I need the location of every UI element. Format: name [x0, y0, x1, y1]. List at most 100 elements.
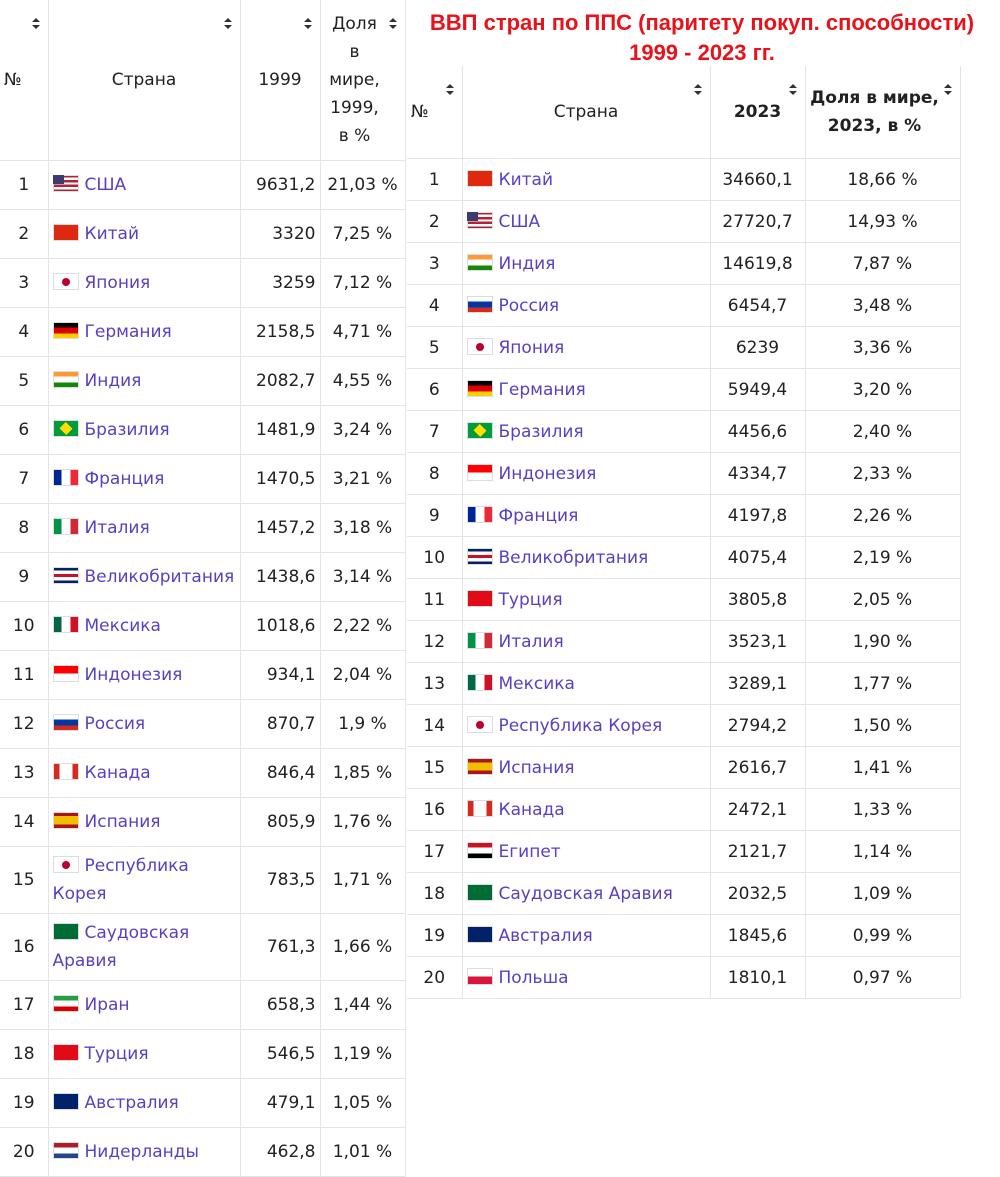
- country-link[interactable]: Великобритания: [84, 567, 235, 587]
- table-row: 19 Австралия 1845,6 0,99 %: [407, 914, 961, 957]
- gdp-value: 1845,6: [710, 914, 806, 957]
- country-link[interactable]: Мексика: [498, 673, 575, 694]
- country-link[interactable]: Испания: [498, 757, 575, 778]
- country-link[interactable]: Индонезия: [84, 665, 183, 685]
- rank: 9: [407, 494, 463, 537]
- country-link[interactable]: Бразилия: [498, 421, 584, 442]
- country-link[interactable]: Нидерланды: [84, 1142, 199, 1162]
- rank: 14: [407, 704, 463, 747]
- gdp-value: 4456,6: [710, 410, 806, 453]
- flag-icon: [466, 715, 493, 733]
- flag-icon: [52, 469, 79, 486]
- table-row: 18 Турция 546,5 1,19 %: [0, 1029, 406, 1079]
- world-share: 7,12 %: [320, 258, 406, 308]
- flag-icon: [52, 1142, 79, 1159]
- country-link[interactable]: Саудовская Аравия: [498, 883, 673, 904]
- gdp-value: 1810,1: [710, 956, 806, 999]
- table-1999: № Страна 1999 Доля в мире, 1999, в % 1 США 96…: [0, 0, 406, 1177]
- country-link[interactable]: Республика Корея: [52, 856, 189, 904]
- country-link[interactable]: Индия: [84, 371, 142, 391]
- gdp-value: 3805,8: [710, 578, 806, 621]
- country-link[interactable]: США: [498, 211, 541, 232]
- world-share: 1,19 %: [320, 1029, 406, 1079]
- rank: 5: [407, 326, 463, 369]
- country-cell: Индонезия: [48, 650, 241, 700]
- world-share: 3,24 %: [320, 405, 406, 455]
- country-link[interactable]: Индонезия: [498, 463, 597, 484]
- country-link[interactable]: Италия: [498, 631, 564, 652]
- sort-icon[interactable]: [303, 18, 312, 29]
- world-share: 4,55 %: [320, 356, 406, 406]
- flag-icon: [52, 518, 79, 535]
- rank: 7: [0, 454, 49, 504]
- flag-icon: [52, 923, 79, 940]
- gdp-value: 4334,7: [710, 452, 806, 495]
- sort-icon[interactable]: [31, 18, 40, 29]
- country-cell: Турция: [48, 1029, 241, 1079]
- country-link[interactable]: Канада: [84, 763, 151, 783]
- world-share: 1,01 %: [320, 1127, 406, 1177]
- world-share: 2,05 %: [805, 578, 961, 621]
- country-link[interactable]: Турция: [498, 589, 563, 610]
- country-cell: Япония: [48, 258, 241, 308]
- rank: 16: [0, 913, 49, 981]
- world-share: 1,77 %: [805, 662, 961, 705]
- world-share: 1,05 %: [320, 1078, 406, 1128]
- country-link[interactable]: Республика Корея: [498, 715, 663, 736]
- country-link[interactable]: Россия: [84, 714, 146, 734]
- table-row: 15 Республика Корея 783,5 1,71 %: [0, 846, 406, 914]
- table-row: 3 Индия 14619,8 7,87 %: [407, 242, 961, 285]
- rank: 4: [0, 307, 49, 357]
- country-link[interactable]: Польша: [498, 967, 569, 988]
- table-row: 20 Нидерланды 462,8 1,01 %: [0, 1127, 406, 1177]
- gdp-value: 1481,9: [240, 405, 321, 455]
- country-link[interactable]: Турция: [84, 1044, 149, 1064]
- flag-icon: [466, 379, 493, 397]
- country-link[interactable]: Китай: [498, 169, 554, 190]
- country-link[interactable]: Россия: [498, 295, 560, 316]
- country-link[interactable]: Мексика: [84, 616, 161, 636]
- sort-icon[interactable]: [693, 84, 702, 95]
- country-link[interactable]: Япония: [498, 337, 565, 358]
- table-row: 13 Канада 846,4 1,85 %: [0, 748, 406, 798]
- country-link[interactable]: Бразилия: [84, 420, 170, 440]
- country-link[interactable]: Китай: [84, 224, 140, 244]
- flag-icon: [466, 421, 493, 439]
- sort-icon[interactable]: [223, 18, 232, 29]
- country-link[interactable]: Канада: [498, 799, 565, 820]
- sort-icon[interactable]: [788, 84, 797, 95]
- rank: 5: [0, 356, 49, 406]
- table-row: 15 Испания 2616,7 1,41 %: [407, 746, 961, 789]
- world-share: 1,85 %: [320, 748, 406, 798]
- world-share: 14,93 %: [805, 200, 961, 243]
- country-link[interactable]: Испания: [84, 812, 161, 832]
- table-row: 16 Канада 2472,1 1,33 %: [407, 788, 961, 831]
- country-link[interactable]: Австралия: [498, 925, 593, 946]
- title-line: ВВП стран по ППС (паритету покуп. способ…: [429, 10, 975, 35]
- country-link[interactable]: Иран: [84, 995, 130, 1015]
- world-share: 1,50 %: [805, 704, 961, 747]
- table-row: 9 Франция 4197,8 2,26 %: [407, 494, 961, 537]
- rank: 18: [0, 1029, 49, 1079]
- country-link[interactable]: Саудовская Аравия: [52, 923, 190, 971]
- country-link[interactable]: Франция: [84, 469, 165, 489]
- country-link[interactable]: Австралия: [84, 1093, 179, 1113]
- table-row: 8 Италия 1457,2 3,18 %: [0, 503, 406, 553]
- country-link[interactable]: Египет: [498, 841, 561, 862]
- country-link[interactable]: Германия: [84, 322, 172, 342]
- country-link[interactable]: Индия: [498, 253, 556, 274]
- country-link[interactable]: Германия: [498, 379, 586, 400]
- country-link[interactable]: Великобритания: [498, 547, 649, 568]
- column-header: Доля в мире, 1999, в %: [320, 0, 406, 161]
- country-link[interactable]: Франция: [498, 505, 579, 526]
- sort-icon[interactable]: [445, 84, 454, 95]
- country-link[interactable]: Япония: [84, 273, 151, 293]
- sort-icon[interactable]: [388, 18, 397, 29]
- table-row: 3 Япония 3259 7,12 %: [0, 258, 406, 308]
- gdp-value: 3259: [240, 258, 321, 308]
- country-link[interactable]: США: [84, 175, 127, 195]
- world-share: 2,26 %: [805, 494, 961, 537]
- country-link[interactable]: Италия: [84, 518, 150, 538]
- sort-icon[interactable]: [943, 84, 952, 95]
- header-row: № Страна 2023 Доля в мире, 2023, в %: [407, 66, 961, 159]
